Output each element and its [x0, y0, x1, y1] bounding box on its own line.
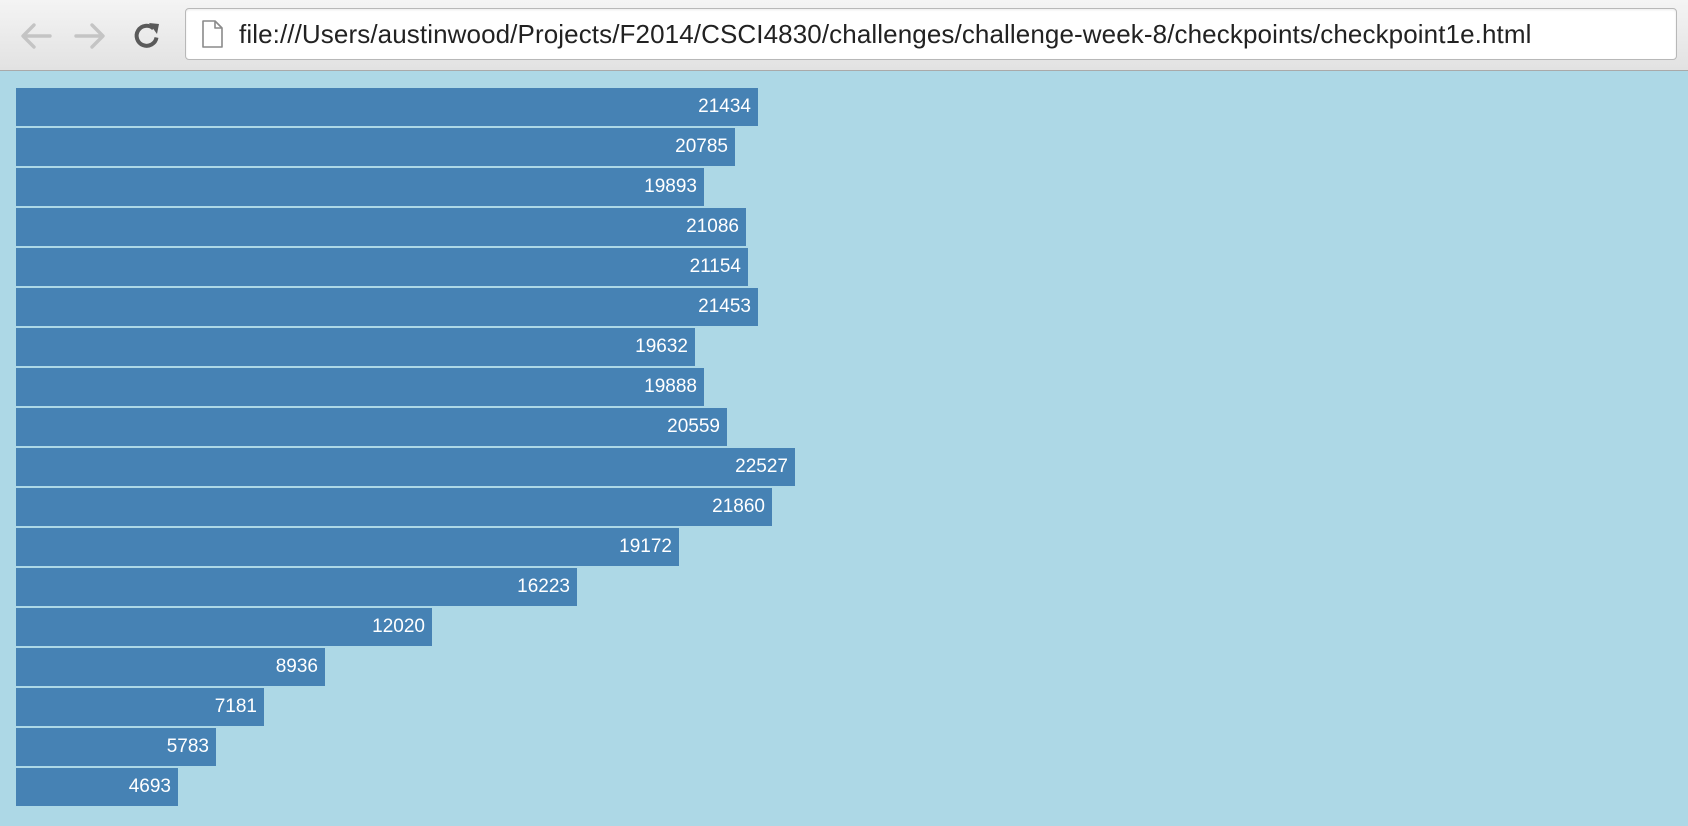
bar-value-label: 20559	[667, 416, 720, 437]
bar: 16223	[16, 568, 577, 606]
forward-button[interactable]	[68, 14, 112, 58]
document-icon	[199, 19, 225, 49]
page-viewport: 21434 20785 19893 21086 21154 21453 19632 19888…	[0, 71, 1688, 826]
bar: 22527	[16, 448, 795, 486]
bar-value-label: 19888	[644, 376, 697, 397]
bar-value-label: 22527	[735, 456, 788, 477]
bar-value-label: 4693	[128, 776, 171, 797]
bar: 21860	[16, 488, 772, 526]
bar: 21434	[16, 88, 758, 126]
bar-value-label: 19172	[619, 536, 672, 557]
bar: 21086	[16, 208, 746, 246]
reload-icon	[131, 20, 163, 52]
bar: 20559	[16, 408, 727, 446]
reload-button[interactable]	[125, 14, 169, 58]
url-text[interactable]: file:///Users/austinwood/Projects/F2014/…	[239, 18, 1532, 49]
bar-value-label: 12020	[372, 616, 425, 637]
bar: 21154	[16, 248, 748, 286]
bar: 12020	[16, 608, 432, 646]
bar-value-label: 21860	[712, 496, 765, 517]
bar: 21453	[16, 288, 758, 326]
bar: 19888	[16, 368, 704, 406]
bar-value-label: 19632	[635, 336, 688, 357]
back-button[interactable]	[14, 14, 58, 58]
bar: 19893	[16, 168, 704, 206]
bar-value-label: 20785	[675, 136, 728, 157]
bar: 7181	[16, 688, 264, 726]
bar-value-label: 16223	[517, 576, 570, 597]
bar: 20785	[16, 128, 735, 166]
bar-value-label: 19893	[644, 176, 697, 197]
browser-toolbar: file:///Users/austinwood/Projects/F2014/…	[0, 0, 1688, 71]
bar-value-label: 8936	[275, 656, 318, 677]
bar-value-label: 21453	[698, 296, 751, 317]
bar: 19172	[16, 528, 679, 566]
bar-value-label: 21086	[686, 216, 739, 237]
bar-value-label: 21154	[689, 256, 741, 277]
bar: 5783	[16, 728, 216, 766]
bar-value-label: 21434	[698, 96, 751, 117]
bar: 4693	[16, 768, 178, 806]
arrow-left-icon	[19, 21, 53, 51]
arrow-right-icon	[73, 21, 107, 51]
address-bar[interactable]: file:///Users/austinwood/Projects/F2014/…	[185, 8, 1677, 60]
bar-value-label: 7181	[214, 696, 257, 717]
bar-value-label: 5783	[166, 736, 209, 757]
bar: 8936	[16, 648, 325, 686]
bar: 19632	[16, 328, 695, 366]
